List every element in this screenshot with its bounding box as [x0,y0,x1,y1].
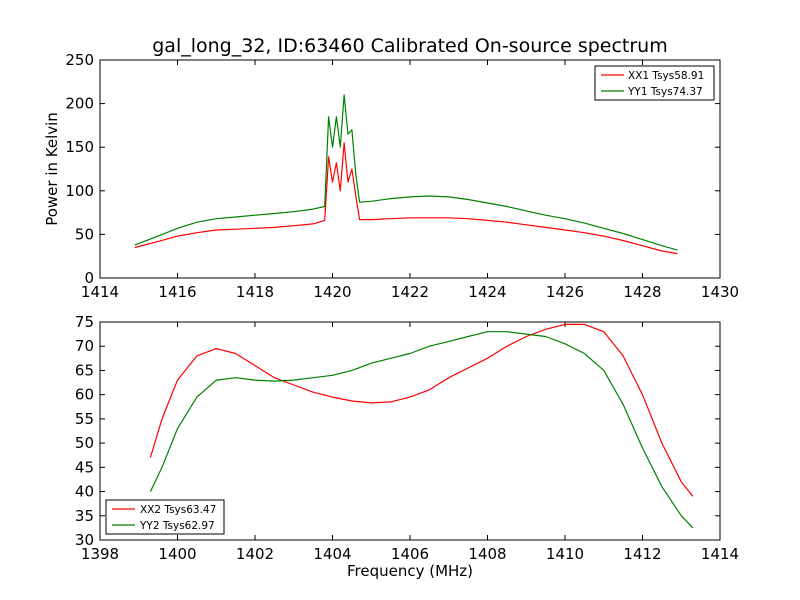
bottom-y-tick-label: 75 [75,313,94,331]
bottom-plot: 1398 1400 1402 1404 1406 1408 1410 1412 1414 303… [75,313,739,580]
top-x-tick-label: 1420 [313,283,351,301]
bottom-x-tick-label: 1408 [468,545,506,563]
bottom-x-tick-label: 1400 [158,545,196,563]
bottom-y-tick-label: 65 [75,361,94,379]
top-x-tick-label: 1422 [391,283,429,301]
bottom-y-tick-label: 70 [75,337,94,355]
bottom-x-axis-label: Frequency (MHz) [347,562,473,580]
bottom-y-tick-label: 40 [75,483,94,501]
bottom-y-tick-label: 55 [75,410,94,428]
top-x-tick-label: 1418 [236,283,274,301]
bottom-legend-box [105,499,225,535]
top-series-line-xx [134,142,678,255]
bottom-y-tick-label: 50 [75,434,94,452]
bottom-legend: XX2 Tsys63.47 YY2 Tsys62.97 [105,499,225,535]
bottom-series-line-yy [149,331,694,529]
top-y-tick-label: 50 [75,225,94,243]
top-y-tick-label: 250 [65,51,94,69]
top-y-axis: 0 50 100 150 200 250 [65,51,720,287]
bottom-x-tick-label: 1398 [81,545,119,563]
top-legend-label-xx1: XX1 Tsys58.91 [628,70,704,82]
top-y-tick-label: 200 [65,95,94,113]
bottom-x-axis: 1398 1400 1402 1404 1406 1408 1410 1412 1414 [81,322,739,563]
bottom-legend-label-xx2: XX2 Tsys63.47 [140,504,216,516]
top-legend-box [594,65,715,101]
bottom-x-tick-label: 1410 [546,545,584,563]
bottom-y-tick-label: 60 [75,386,94,404]
bottom-x-tick-label: 1406 [391,545,429,563]
top-legend-label-yy1: YY1 Tsys74.37 [627,86,703,98]
top-x-tick-label: 1416 [158,283,196,301]
bottom-series-group [149,323,694,529]
bottom-y-tick-label: 30 [75,531,94,549]
top-x-tick-label: 1426 [546,283,584,301]
top-y-tick-label: 0 [84,269,94,287]
bottom-legend-label-yy2: YY2 Tsys62.97 [139,520,215,532]
chart-title: gal_long_32, ID:63460 Calibrated On-sour… [152,35,667,57]
top-plot: 1414 1416 1418 1420 1422 1424 1426 1428 1430 0 50… [43,51,739,301]
top-x-tick-label: 1430 [701,283,739,301]
top-y-tick-label: 150 [65,138,94,156]
top-y-axis-label: Power in Kelvin [43,112,61,226]
top-x-axis: 1414 1416 1418 1420 1422 1424 1426 1428 1430 [81,60,739,301]
top-y-tick-label: 100 [65,182,94,200]
bottom-series-line-xx [149,323,694,497]
top-series-group [134,94,678,255]
bottom-x-tick-label: 1404 [313,545,351,563]
top-series-line-yy [134,94,678,251]
bottom-x-tick-label: 1402 [236,545,274,563]
bottom-y-tick-label: 45 [75,458,94,476]
top-x-tick-label: 1428 [623,283,661,301]
bottom-y-tick-label: 35 [75,507,94,525]
top-x-tick-label: 1414 [81,283,119,301]
top-x-tick-label: 1424 [468,283,506,301]
top-legend: XX1 Tsys58.91 YY1 Tsys74.37 [594,65,715,101]
top-plot-frame [99,59,721,279]
bottom-x-tick-label: 1412 [623,545,661,563]
bottom-plot-frame [99,321,721,541]
bottom-y-axis: 30 35 40 45 50 55 60 65 70 75 [75,313,720,549]
bottom-x-tick-label: 1414 [701,545,739,563]
